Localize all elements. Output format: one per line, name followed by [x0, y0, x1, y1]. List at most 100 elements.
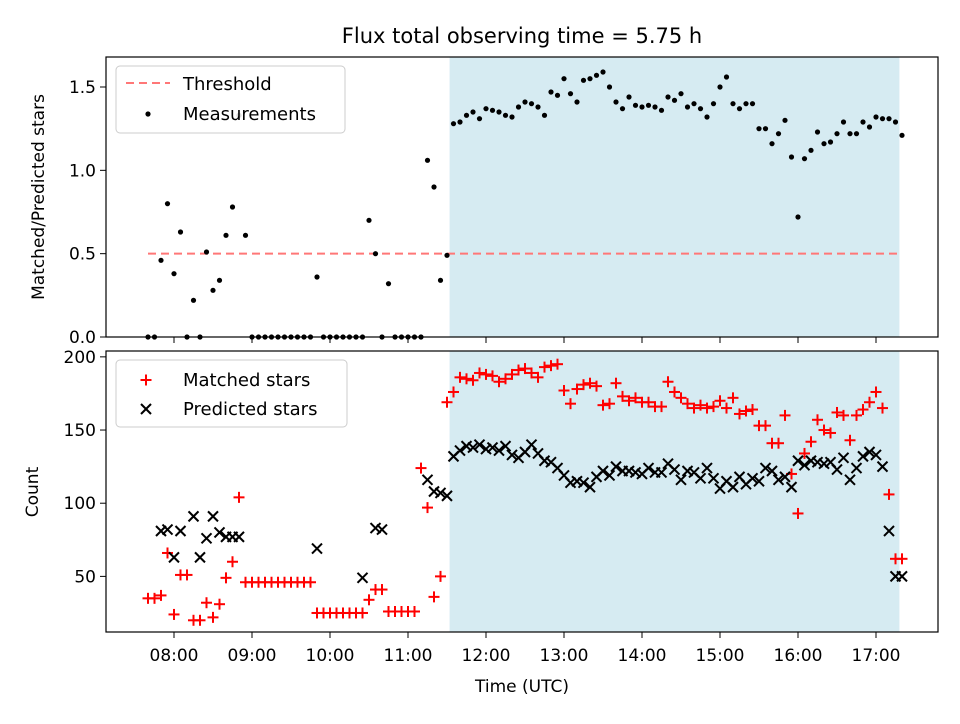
predicted-point — [642, 462, 655, 474]
predicted-point-b — [454, 444, 466, 457]
measurement-point — [437, 277, 444, 283]
predicted-point — [233, 531, 245, 543]
matched-point — [415, 462, 427, 474]
measurement-point — [730, 101, 736, 107]
measurement-point — [385, 281, 392, 287]
predicted-point-b — [545, 456, 557, 468]
legend-predicted-marker-b — [140, 403, 152, 415]
matched-point — [571, 383, 583, 395]
measurement-point — [489, 107, 496, 113]
measurement-point — [366, 217, 372, 223]
predicted-point-b — [785, 481, 798, 493]
matched-point — [487, 370, 498, 382]
measurement-point — [509, 114, 515, 120]
measurement-point — [242, 232, 249, 238]
bottom-y-tick-label: 50 — [74, 567, 96, 587]
matched-point — [714, 395, 726, 407]
matched-point — [721, 402, 732, 414]
predicted-point — [441, 490, 453, 502]
matched-point — [194, 614, 206, 626]
top-legend: Threshold Measurements — [115, 65, 346, 134]
predicted-point-b — [662, 457, 674, 470]
predicted-point — [207, 510, 219, 523]
predicted-point-b — [376, 523, 388, 536]
matched-point — [779, 409, 791, 421]
matched-point — [630, 392, 641, 404]
bottom-y-tick-label: 100 — [64, 494, 96, 514]
top-legend-box — [115, 65, 346, 134]
predicted-point — [863, 446, 876, 458]
measurement-point — [502, 112, 509, 118]
predicted-point — [356, 572, 369, 584]
legend-measurements-swatch — [145, 111, 151, 117]
predicted-point — [603, 469, 616, 482]
predicted-point — [655, 466, 668, 479]
matched-point — [532, 371, 544, 383]
measurement-point — [444, 252, 450, 258]
matched-point — [643, 396, 654, 408]
measurement-point — [496, 109, 502, 115]
predicted-point — [844, 474, 856, 486]
measurement-point — [229, 204, 236, 210]
top-y-tick-label: 1.5 — [69, 78, 96, 98]
x-tick-label: 09:00 — [228, 646, 277, 666]
predicted-point — [753, 475, 765, 487]
predicted-point-b — [850, 462, 863, 474]
measurement-point — [613, 99, 619, 105]
measurement-point — [892, 119, 899, 125]
predicted-point-b — [194, 551, 206, 564]
matched-point — [480, 368, 492, 380]
matched-point — [149, 592, 160, 604]
measurement-point — [749, 101, 756, 107]
predicted-point-b — [824, 456, 837, 468]
predicted-point-b — [486, 441, 499, 454]
matched-point — [740, 405, 752, 417]
legend-matched-marker — [140, 374, 152, 386]
predicted-point — [454, 444, 466, 457]
measurement-point — [658, 107, 665, 113]
bottom-panel-matched-points — [142, 358, 908, 626]
predicted-point — [493, 444, 505, 457]
predicted-point-b — [200, 532, 213, 545]
predicted-point-b — [356, 572, 369, 584]
predicted-point-b — [896, 570, 908, 583]
measurement-point — [548, 89, 554, 95]
matched-point — [545, 360, 557, 372]
legend-matched-label: Matched stars — [183, 370, 310, 391]
predicted-point-b — [629, 466, 642, 479]
matched-point — [838, 409, 849, 421]
x-axis-label: Time (UTC) — [474, 677, 569, 697]
predicted-point-b — [759, 462, 772, 474]
measurement-point — [710, 101, 717, 107]
measurement-point — [723, 74, 730, 80]
matched-point — [857, 404, 869, 416]
matched-point — [734, 408, 745, 420]
predicted-point — [772, 474, 785, 486]
predicted-point — [694, 472, 707, 485]
predicted-point-b — [571, 475, 583, 487]
predicted-point-b — [772, 474, 785, 486]
measurement-point — [886, 116, 892, 122]
predicted-point-b — [499, 440, 512, 452]
measurement-point — [600, 69, 606, 75]
measurement-point — [515, 104, 522, 110]
matched-point — [883, 488, 895, 500]
predicted-point — [421, 474, 434, 486]
matched-point — [500, 373, 511, 385]
predicted-point-b — [174, 525, 187, 537]
measurement-point — [671, 97, 678, 103]
measurement-point — [203, 249, 210, 255]
top-panel-points — [145, 69, 905, 340]
matched-point — [181, 569, 193, 581]
measurement-point — [652, 104, 658, 110]
matched-point — [435, 570, 446, 582]
measurement-point — [619, 106, 626, 112]
predicted-point — [831, 463, 843, 476]
predicted-point — [759, 462, 772, 474]
predicted-point-b — [577, 477, 590, 489]
measurement-point — [593, 72, 600, 78]
predicted-point — [473, 438, 486, 451]
top-y-tick-label: 0.5 — [69, 245, 96, 265]
predicted-point-b — [441, 490, 453, 502]
predicted-point-b — [863, 446, 876, 458]
